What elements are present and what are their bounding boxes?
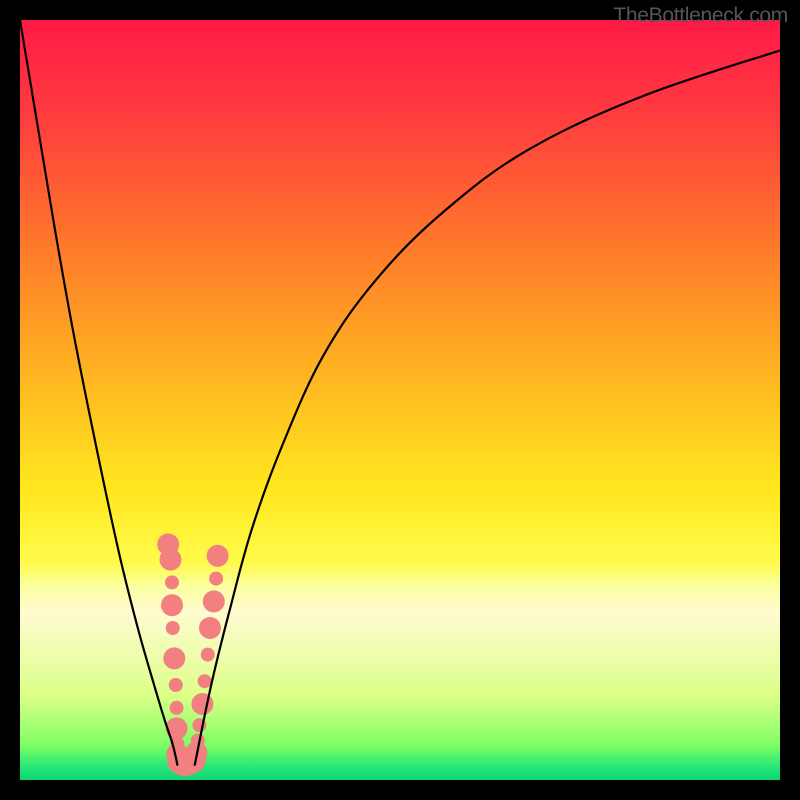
chart-container: TheBottleneck.com bbox=[0, 0, 800, 800]
frame-left bbox=[0, 0, 20, 800]
marker-point bbox=[207, 545, 229, 567]
marker-point bbox=[166, 621, 180, 635]
curve-left bbox=[20, 20, 177, 765]
marker-point bbox=[169, 678, 183, 692]
marker-point bbox=[191, 693, 213, 715]
frame-bottom bbox=[0, 780, 800, 800]
marker-point bbox=[161, 594, 183, 616]
marker-point bbox=[198, 674, 212, 688]
marker-point bbox=[159, 549, 181, 571]
curve-right bbox=[195, 50, 780, 764]
marker-point bbox=[165, 575, 179, 589]
marker-point bbox=[170, 701, 184, 715]
marker-point bbox=[203, 590, 225, 612]
marker-point bbox=[199, 617, 221, 639]
frame-right bbox=[780, 0, 800, 800]
marker-point bbox=[209, 572, 223, 586]
marker-point bbox=[166, 717, 188, 739]
marker-point bbox=[201, 648, 215, 662]
marker-point bbox=[163, 647, 185, 669]
chart-overlay bbox=[0, 0, 800, 800]
watermark-text: TheBottleneck.com bbox=[613, 4, 788, 28]
